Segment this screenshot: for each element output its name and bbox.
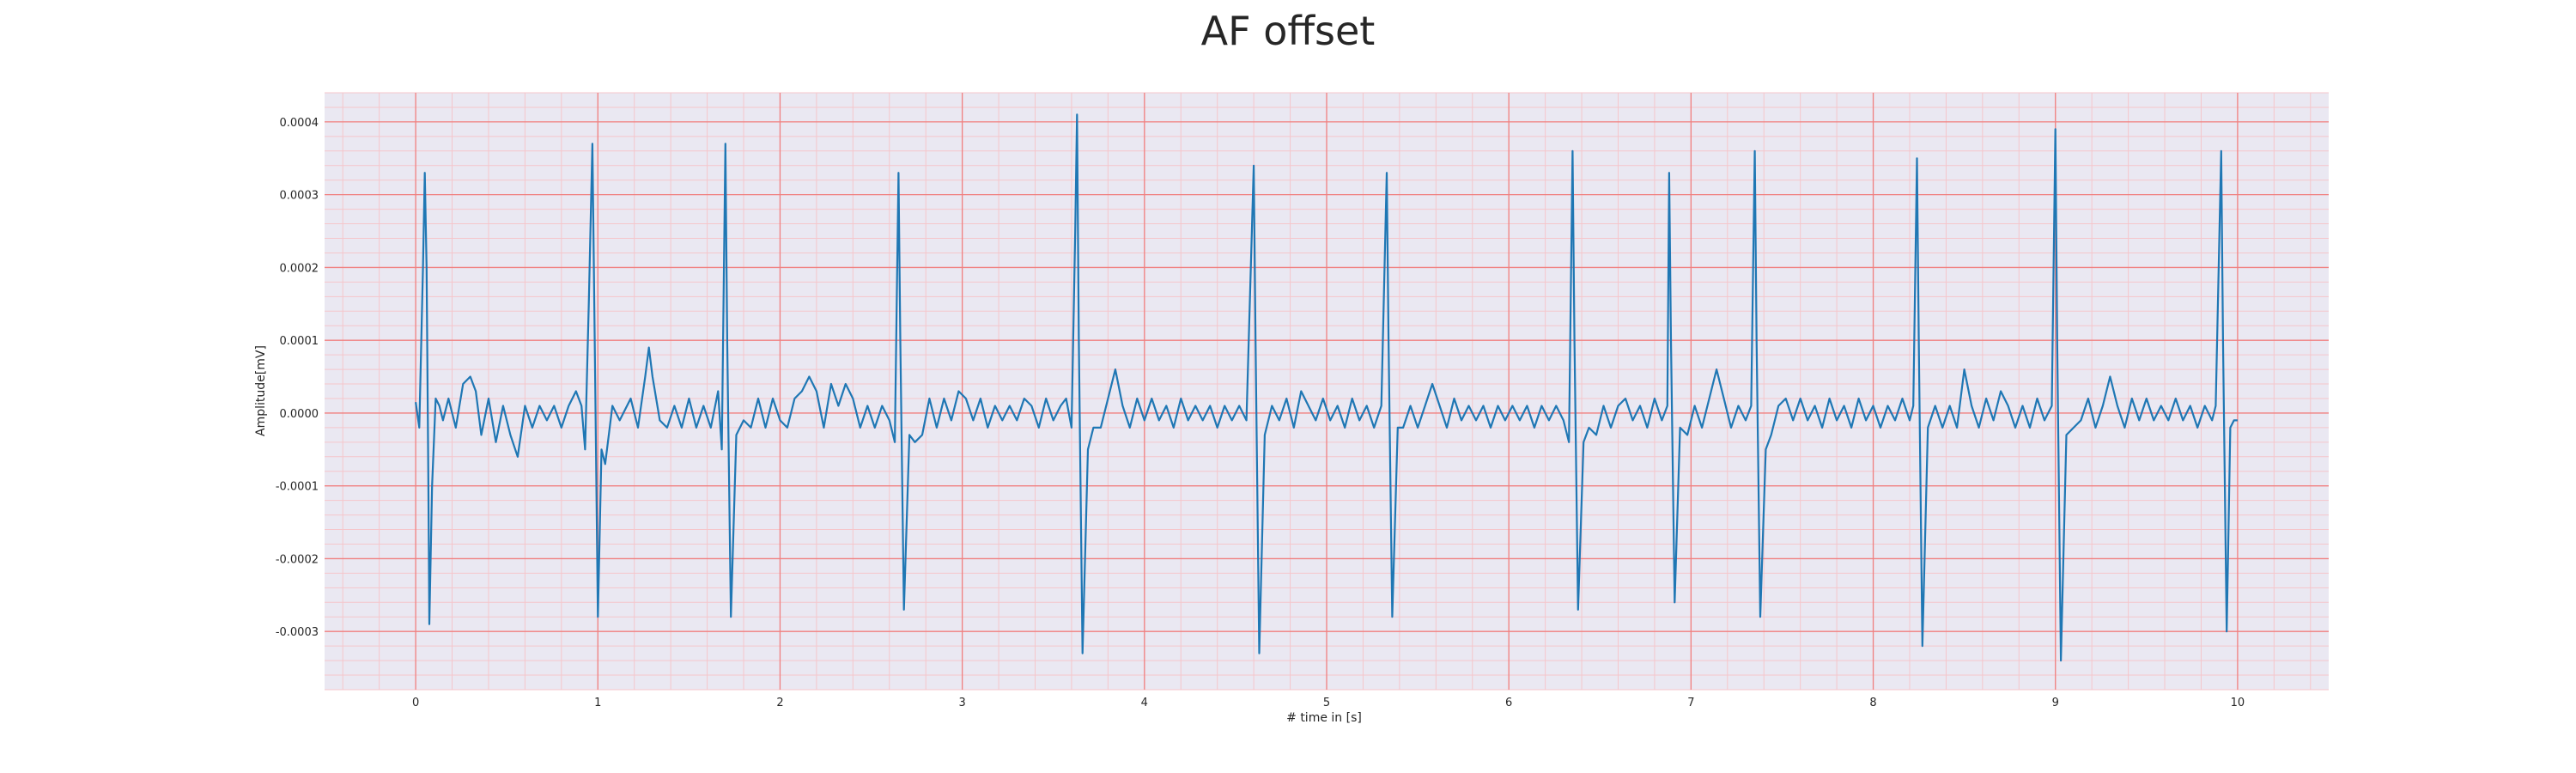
y-axis-label: Amplitude[mV] — [254, 345, 268, 436]
y-axis-ticks: -0.0003 -0.0002 -0.0001 0.0000 0.0001 0.0002 0… — [276, 117, 319, 639]
y-tick-label: 0.0000 — [280, 408, 319, 421]
x-tick-label: 0 — [412, 697, 419, 709]
y-tick-label: -0.0001 — [276, 481, 319, 494]
y-tick-label: 0.0004 — [280, 117, 319, 130]
x-tick-label: 2 — [776, 697, 783, 709]
x-tick-label: 8 — [1869, 697, 1876, 709]
y-tick-label: 0.0003 — [280, 190, 319, 203]
x-tick-label: 7 — [1687, 697, 1694, 709]
x-axis-label: # time in [s] — [1286, 711, 1362, 725]
x-tick-label: 9 — [2052, 697, 2059, 709]
x-tick-label: 4 — [1141, 697, 1148, 709]
x-tick-label: 10 — [2231, 697, 2245, 709]
y-tick-label: 0.0002 — [280, 262, 319, 275]
chart-title: AF offset — [1201, 8, 1376, 54]
x-tick-label: 6 — [1505, 697, 1512, 709]
y-tick-label: -0.0003 — [276, 626, 319, 639]
x-tick-label: 1 — [594, 697, 601, 709]
x-tick-label: 5 — [1323, 697, 1330, 709]
x-axis-ticks: 0 1 2 3 4 5 6 7 8 9 10 — [412, 697, 2245, 709]
y-tick-label: 0.0001 — [280, 335, 319, 348]
y-tick-label: -0.0002 — [276, 553, 319, 566]
x-tick-label: 3 — [958, 697, 965, 709]
ecg-series-line — [415, 113, 2238, 662]
